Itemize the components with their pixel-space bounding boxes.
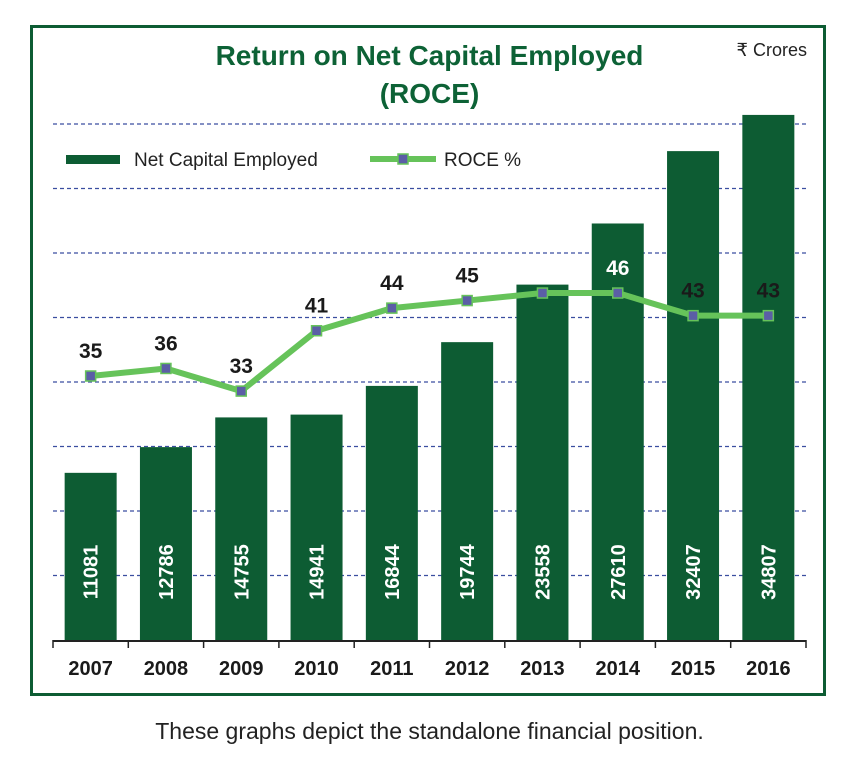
- roce-value-label: 46: [531, 257, 554, 280]
- roce-line-group: 35 36 33 41 44 45 46 46 43 43: [79, 257, 780, 397]
- x-tick-label: 2015: [671, 658, 716, 680]
- roce-point-2008: [160, 362, 172, 375]
- x-tick-label: 2013: [520, 658, 565, 680]
- bar-2015: [667, 151, 720, 641]
- roce-line: [90, 290, 769, 395]
- chart-frame: [30, 25, 826, 696]
- roce-point-2014: [612, 287, 624, 299]
- x-tick-label: 2008: [144, 658, 189, 680]
- roce-point-2010: [310, 324, 323, 337]
- bar-value-label: 34807: [758, 544, 780, 600]
- legend-bar-label: Net Capital Employed: [134, 150, 318, 171]
- bar-2011: [365, 385, 418, 640]
- bars-group: 11081 12786 14755 14941 16844 19744 23558 27610…: [64, 114, 795, 641]
- roce-value-label: 46: [606, 257, 629, 280]
- chart-title-line2: (ROCE): [379, 78, 480, 109]
- bar-2007: [64, 472, 117, 640]
- roce-point-2007: [84, 370, 97, 382]
- bar-2013: [516, 284, 569, 640]
- roce-chart: 11081 12786 14755 14941 16844 19744 23558 27610…: [52, 114, 807, 680]
- legend: Net Capital Employed ROCE %: [66, 150, 521, 171]
- x-tick-label: 2010: [294, 658, 339, 680]
- x-tick-label: 2014: [596, 658, 641, 680]
- bar-value-label: 14755: [231, 544, 253, 600]
- bar-value-label: 12786: [156, 544, 178, 600]
- roce-point-2009: [235, 385, 247, 397]
- bar-2012: [441, 342, 494, 640]
- bar-2008: [139, 447, 192, 640]
- bar-value-label: 32407: [683, 544, 705, 600]
- legend-line-label: ROCE %: [444, 150, 521, 171]
- roce-value-label: 44: [380, 272, 404, 295]
- roce-point-2011: [386, 302, 398, 314]
- roce-point-2016: [762, 309, 775, 322]
- legend-bar-swatch: [66, 155, 120, 164]
- roce-point-2012: [461, 294, 473, 307]
- x-tick-label: 2012: [445, 658, 490, 680]
- bar-value-label: 19744: [457, 543, 479, 599]
- unit-label: ₹ Crores: [736, 40, 807, 60]
- bar-value-label: 11081: [81, 545, 103, 600]
- roce-value-label: 43: [757, 280, 780, 303]
- x-axis: 2007 2008 2009 2010 2011 2012 2013 2014 2015 2016: [52, 640, 807, 680]
- roce-value-label: 45: [455, 265, 479, 288]
- x-tick-label: 2016: [746, 658, 791, 680]
- roce-value-label: 35: [79, 340, 103, 363]
- roce-point-2013: [536, 287, 549, 299]
- roce-value-label: 33: [230, 355, 253, 378]
- x-tick-label: 2007: [68, 658, 113, 680]
- x-tick-label: 2011: [370, 658, 413, 680]
- bar-2009: [215, 417, 268, 640]
- bar-value-label: 16844: [382, 543, 404, 599]
- footer-caption: These graphs depict the standalone finan…: [155, 718, 704, 744]
- legend-line-marker: [397, 153, 409, 165]
- roce-value-label: 41: [305, 295, 329, 318]
- chart-title: Return on Net Capital Employed: [215, 40, 644, 71]
- bar-2016: [742, 114, 795, 640]
- bar-value-label: 23558: [532, 544, 554, 600]
- bar-value-label: 14941: [307, 544, 329, 600]
- bar-value-label: 27610: [608, 544, 630, 600]
- bar-2010: [290, 414, 343, 640]
- roce-point-2015: [687, 309, 699, 322]
- roce-value-label: 36: [154, 332, 177, 355]
- x-tick-label: 2009: [219, 658, 264, 680]
- roce-value-label: 43: [681, 280, 704, 303]
